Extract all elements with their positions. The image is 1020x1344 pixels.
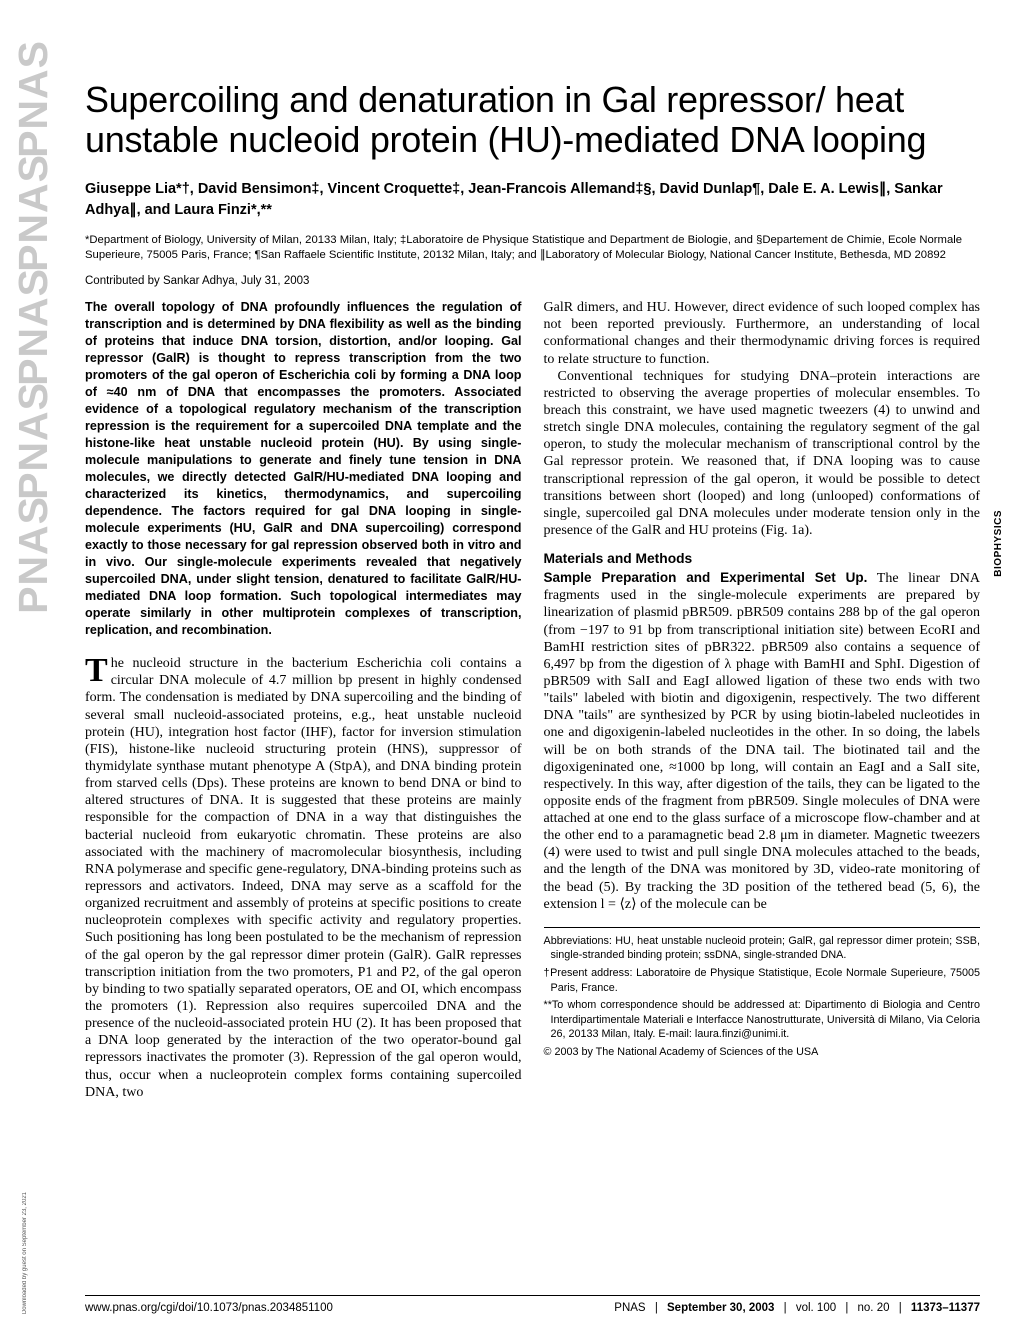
separator-icon: | [845, 1302, 848, 1314]
two-column-body: The overall topology of DNA profoundly i… [85, 299, 980, 1285]
separator-icon: | [655, 1302, 658, 1314]
intro-paragraph: The nucleoid structure in the bacterium … [85, 655, 522, 1101]
abbreviations-footnote: Abbreviations: HU, heat unstable nucleoi… [544, 934, 981, 963]
footnotes-block: Abbreviations: HU, heat unstable nucleoi… [544, 927, 981, 1060]
footer-date: September 30, 2003 [667, 1302, 774, 1314]
sample-prep-runin-head: Sample Preparation and Experimental Set … [544, 570, 868, 585]
left-column: The overall topology of DNA profoundly i… [85, 299, 522, 1285]
pnas-logo-text: PNAS [10, 496, 57, 614]
page-footer: www.pnas.org/cgi/doi/10.1073/pnas.203485… [85, 1295, 980, 1314]
footer-citation: PNAS | September 30, 2003 | vol. 100 | n… [614, 1302, 980, 1314]
pnas-logo-text: PNAS [10, 382, 57, 500]
present-address-footnote: †Present address: Laboratoire de Physiqu… [544, 966, 981, 995]
copyright-footnote: © 2003 by The National Academy of Scienc… [544, 1045, 981, 1060]
sample-prep-paragraph: Sample Preparation and Experimental Set … [544, 570, 981, 913]
downloaded-note: Downloaded by guest on September 23, 202… [22, 1192, 28, 1314]
contributed-line: Contributed by Sankar Adhya, July 31, 20… [85, 275, 980, 287]
footer-doi: www.pnas.org/cgi/doi/10.1073/pnas.203485… [85, 1302, 333, 1314]
article-title: Supercoiling and denaturation in Gal rep… [85, 80, 980, 161]
body-continuation-p2: Conventional techniques for studying DNA… [544, 368, 981, 539]
body-continuation-p1: GalR dimers, and HU. However, direct evi… [544, 299, 981, 368]
intro-text: he nucleoid structure in the bacterium E… [85, 656, 522, 1100]
pnas-logo-text: PNAS [10, 154, 57, 272]
correspondence-footnote: **To whom correspondence should be addre… [544, 998, 981, 1042]
footer-journal: PNAS [614, 1302, 645, 1314]
pnas-logo-text: PNAS [10, 40, 57, 158]
footer-issue: no. 20 [858, 1302, 890, 1314]
pnas-logo-text: PNAS [10, 268, 57, 386]
page-content: Supercoiling and denaturation in Gal rep… [85, 80, 980, 1314]
right-column: GalR dimers, and HU. However, direct evi… [544, 299, 981, 1285]
footer-pages: 11373–11377 [911, 1302, 980, 1314]
affiliations: *Department of Biology, University of Mi… [85, 233, 980, 264]
abstract: The overall topology of DNA profoundly i… [85, 299, 522, 639]
separator-icon: | [784, 1302, 787, 1314]
pnas-watermark: PNAS PNAS PNAS PNAS PNAS [6, 40, 61, 1324]
separator-icon: | [899, 1302, 902, 1314]
section-tag-biophysics: BIOPHYSICS [993, 510, 1004, 577]
author-list: Giuseppe Lia*†, David Bensimon‡, Vincent… [85, 179, 980, 221]
materials-methods-heading: Materials and Methods [544, 551, 981, 568]
sample-prep-text: The linear DNA fragments used in the sin… [544, 571, 981, 912]
footer-volume: vol. 100 [796, 1302, 836, 1314]
dropcap: T [85, 655, 111, 686]
